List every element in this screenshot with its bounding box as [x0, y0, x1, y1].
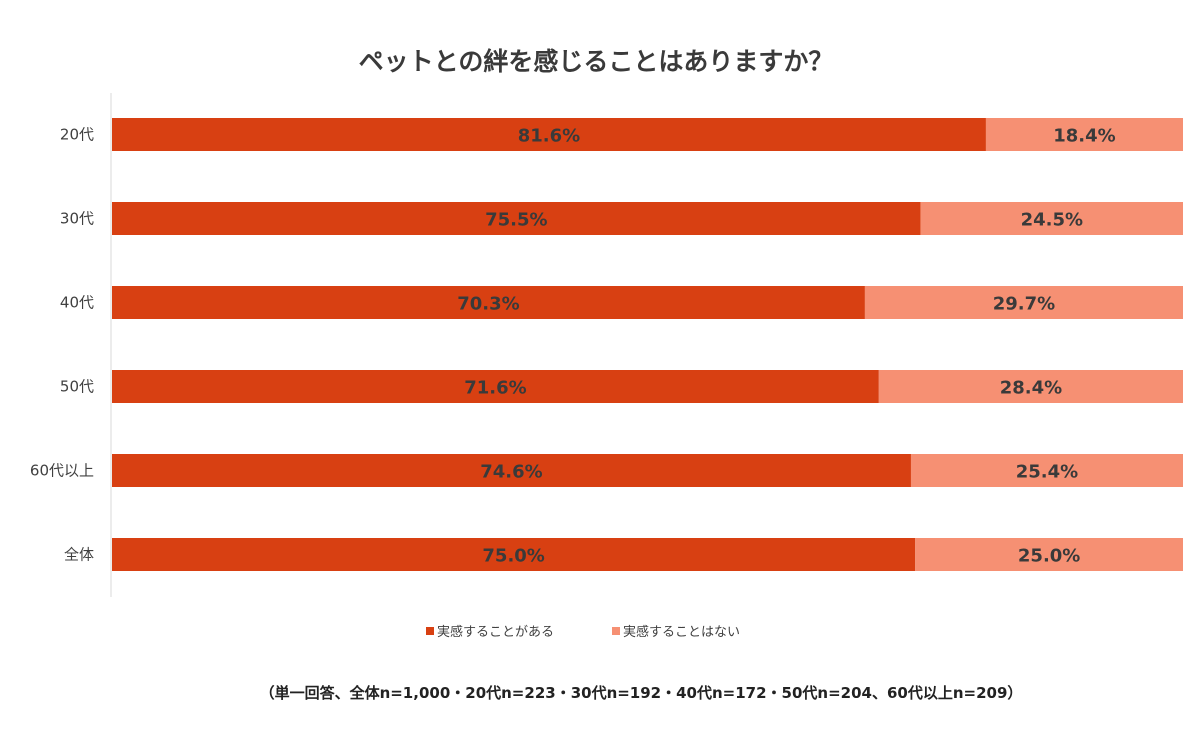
- bar-segment-no: [910, 454, 1183, 487]
- chart-title: ペットとの絆を感じることはありますか？: [359, 47, 834, 76]
- data-label: 25.0%: [1018, 546, 1080, 567]
- data-label: 28.4%: [1000, 378, 1062, 399]
- bar-segment-no: [915, 538, 1183, 571]
- bar-segment-yes: [112, 202, 921, 235]
- bar-segment-no: [878, 370, 1183, 403]
- bar-segment-yes: [112, 454, 911, 487]
- category-label: 全体: [64, 546, 94, 564]
- category-label: 40代: [60, 294, 94, 312]
- data-label: 81.6%: [518, 126, 580, 147]
- category-label: 20代: [60, 126, 94, 144]
- data-label: 18.4%: [1053, 126, 1115, 147]
- category-label: 50代: [60, 378, 94, 396]
- data-label: 29.7%: [993, 294, 1055, 315]
- data-label: 75.0%: [482, 546, 544, 567]
- bar-segment-yes: [112, 286, 865, 319]
- category-label: 30代: [60, 210, 94, 228]
- bar-segment-no: [985, 118, 1183, 151]
- category-label: 60代以上: [30, 462, 94, 480]
- data-label: 70.3%: [457, 294, 519, 315]
- bar-segment-no: [864, 286, 1183, 319]
- data-label: 25.4%: [1016, 462, 1078, 483]
- legend: 実感することがある 実感することはない: [426, 624, 740, 640]
- legend-marker: [426, 627, 434, 635]
- bars-layer: 20代 81.6% 18.4% 30代 75.5% 24.5% 40代 70.3% 29.7% 5…: [30, 118, 1183, 571]
- data-label: 75.5%: [485, 210, 547, 231]
- bar-segment-no: [920, 202, 1183, 235]
- legend-entry: 実感することはない: [623, 624, 740, 640]
- legend-marker: [612, 627, 620, 635]
- legend-entry: 実感することがある: [437, 624, 554, 640]
- bar-segment-yes: [112, 118, 986, 151]
- chart-footnote: （単一回答、全体n=1,000・20代n=223・30代n=192・40代n=1…: [260, 684, 1023, 702]
- data-label: 71.6%: [464, 378, 526, 399]
- data-label: 24.5%: [1021, 210, 1083, 231]
- bar-segment-yes: [112, 538, 916, 571]
- data-label: 74.6%: [480, 462, 542, 483]
- bar-segment-yes: [112, 370, 879, 403]
